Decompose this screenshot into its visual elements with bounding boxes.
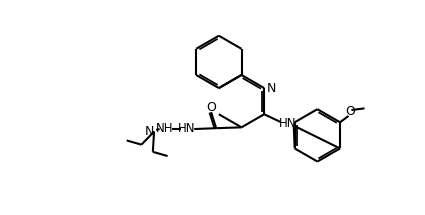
- Text: N: N: [267, 81, 277, 95]
- Text: N: N: [145, 125, 154, 138]
- Text: HN: HN: [279, 117, 297, 131]
- Text: O: O: [346, 105, 356, 118]
- Text: HN: HN: [178, 122, 196, 135]
- Text: O: O: [206, 101, 216, 114]
- Text: NH: NH: [156, 122, 174, 135]
